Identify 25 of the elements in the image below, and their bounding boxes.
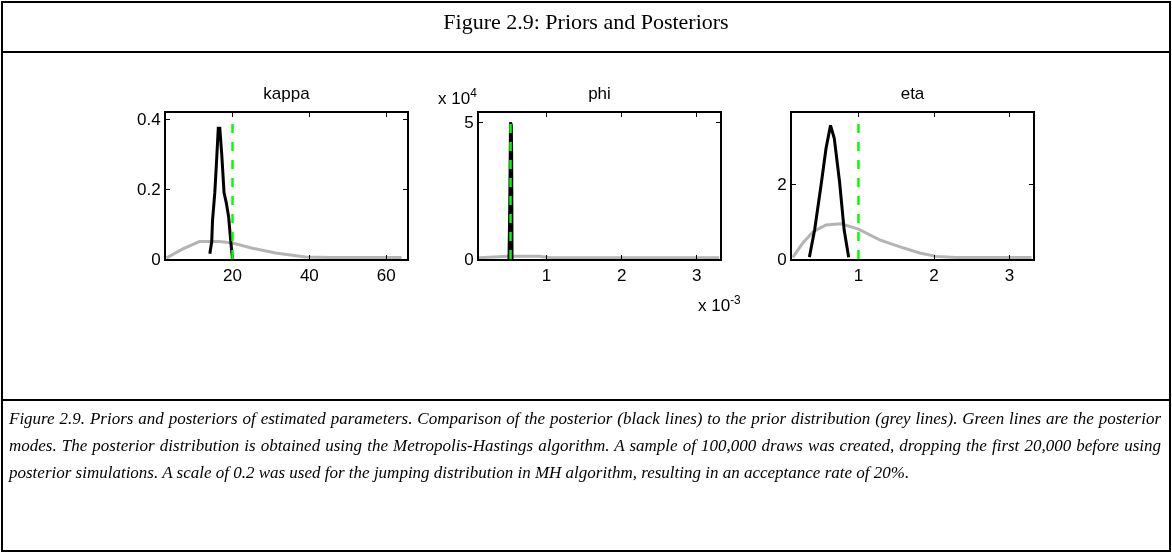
x-tick-label: 2	[616, 266, 627, 286]
y-tick-label: 5	[464, 113, 474, 133]
y-tick-label: 0	[777, 249, 787, 269]
caption: Figure 2.9. Priors and posteriors of estimated parameters. Comparison of the posterior (black lines) to the prior distribution (grey lines). Green lines are the posterior modes. The posterior distribution is obtained using the Metropolis-Hastings algorithm. A sample of 100,000 draws was created, dropping the first 20,000 before using posterior simulations. A scale of 0.2 was used for the jumping distribution in MH algorithm, resulting in an acceptance rate of 20%.	[9, 408, 1161, 484]
chart-title: kappa	[263, 83, 311, 103]
x-tick-label: 60	[376, 266, 396, 286]
line-series	[807, 123, 851, 259]
y-tick-label: 0	[151, 249, 161, 269]
x-tick-label: 2	[929, 266, 939, 286]
x-tick-label: 40	[299, 266, 319, 286]
text: Figure 2.9: Priors and Posteriors	[3, 3, 1169, 53]
chart-title: eta	[900, 83, 925, 103]
y-tick-label: 0.2	[136, 180, 161, 200]
y-tick-label: 0	[464, 249, 474, 269]
line-series	[792, 222, 1033, 259]
line-series	[166, 240, 404, 259]
text: x 10$^{-3}$	[698, 293, 742, 316]
y-tick-label: 0.4	[136, 110, 161, 130]
x-tick-label: 1	[853, 266, 864, 286]
x-tick-label: 3	[1004, 266, 1015, 286]
x-tick-label: 20	[223, 266, 242, 286]
chart-title: phi	[588, 83, 611, 103]
x-tick-label: 1	[541, 266, 552, 286]
x-tick-label: 3	[692, 266, 702, 286]
text: x 10$^{4}$	[438, 86, 478, 109]
